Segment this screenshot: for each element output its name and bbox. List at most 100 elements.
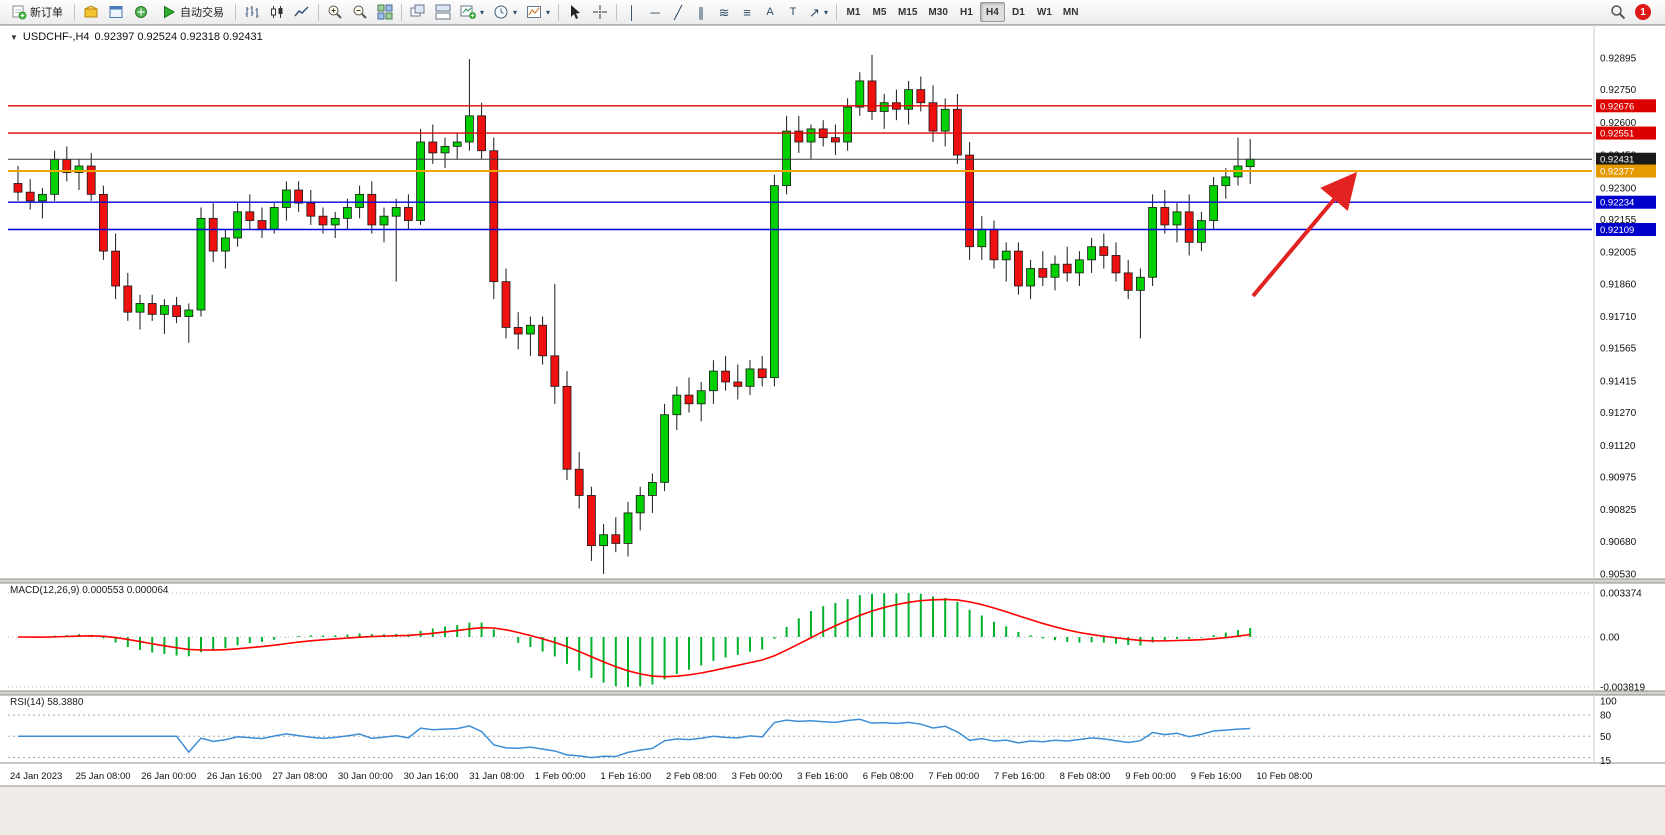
svg-text:0.90530: 0.90530 (1600, 570, 1637, 581)
zoom-in-icon (327, 4, 343, 20)
svg-text:27 Jan 08:00: 27 Jan 08:00 (272, 771, 327, 782)
channel-button[interactable]: ∥ (690, 2, 712, 23)
svg-text:15: 15 (1600, 756, 1612, 767)
svg-text:0.92750: 0.92750 (1600, 85, 1637, 96)
rsi-panel: 100 80 50 15 (8, 697, 1617, 767)
search-icon (1610, 4, 1626, 20)
tile-horizontal-button[interactable] (431, 2, 455, 23)
market-watch-button[interactable] (79, 2, 103, 23)
clock-icon (493, 4, 509, 20)
toolbar-separator (835, 3, 837, 21)
tile-horizontal-icon (435, 4, 451, 20)
trendline-button[interactable]: ╱ (667, 2, 689, 23)
toolbar-separator (74, 3, 75, 21)
timeframe-button-h1[interactable]: H1 (954, 2, 979, 22)
line-chart-type-button[interactable] (290, 2, 314, 23)
svg-text:0.92600: 0.92600 (1600, 118, 1637, 129)
tile-windows-button[interactable] (373, 2, 397, 23)
svg-text:8 Feb 08:00: 8 Feb 08:00 (1060, 771, 1111, 782)
timeframe-button-d1[interactable]: D1 (1006, 2, 1031, 22)
new-order-button[interactable]: 新订单 (4, 2, 70, 23)
rsi-line (18, 718, 1251, 759)
svg-text:30 Jan 16:00: 30 Jan 16:00 (404, 771, 459, 782)
arrows-tool-button[interactable]: ↗ ▾ (805, 2, 832, 23)
svg-text:1 Feb 00:00: 1 Feb 00:00 (535, 771, 586, 782)
trend-arrow[interactable] (1251, 171, 1358, 298)
timeframe-button-m5[interactable]: M5 (867, 2, 892, 22)
dropdown-icon: ▾ (480, 7, 485, 17)
autotrade-button[interactable]: 自动交易 (154, 2, 231, 23)
macd-label: MACD(12,26,9) 0.000553 0.000064 (10, 585, 169, 596)
level-lines[interactable] (8, 105, 1592, 231)
new-chart-button[interactable]: ▾ (456, 2, 488, 23)
svg-text:7 Feb 16:00: 7 Feb 16:00 (994, 771, 1045, 782)
svg-text:0.92300: 0.92300 (1600, 183, 1637, 194)
chart-title-bar: ▼ USDCHF-,H4 0.92397 0.92524 0.92318 0.9… (10, 31, 263, 43)
market-watch-icon (83, 4, 99, 20)
timeframe-button-m30[interactable]: M30 (923, 2, 952, 22)
svg-text:0.92109: 0.92109 (1600, 225, 1634, 236)
cascade-windows-button[interactable] (406, 2, 430, 23)
candlestick-icon (269, 4, 283, 20)
svg-text:0.92005: 0.92005 (1600, 248, 1637, 259)
symbol-timeframe-label: USDCHF-,H4 (22, 31, 90, 43)
crosshair-button[interactable] (588, 2, 612, 23)
notification-badge[interactable]: 1 (1635, 4, 1651, 20)
vertical-line-icon: │ (627, 4, 637, 20)
toolbar-separator (401, 3, 402, 21)
timeframe-button-h4[interactable]: H4 (979, 2, 1005, 22)
svg-text:7 Feb 00:00: 7 Feb 00:00 (928, 771, 979, 782)
bar-chart-type-button[interactable] (240, 2, 264, 23)
period-button[interactable]: ▾ (489, 2, 521, 23)
horizontal-levels-button[interactable]: ≡ (736, 2, 758, 23)
timeframe-button-w1[interactable]: W1 (1032, 2, 1057, 22)
timeframe-group: M1 M5 M15 M30 H1 H4 D1 W1 MN (841, 2, 1083, 22)
bar-chart-icon (244, 4, 260, 20)
new-order-icon (11, 4, 27, 20)
toolbar-separator (558, 3, 560, 21)
svg-text:0.92676: 0.92676 (1600, 101, 1634, 112)
text-tool-button[interactable]: A (759, 2, 781, 23)
candlestick-type-button[interactable] (265, 2, 289, 23)
toolbar: 新订单 自动交易 ▾ ▾ (0, 0, 1665, 25)
navigator-button[interactable] (129, 2, 153, 23)
candlestick-series (13, 54, 1255, 574)
svg-text:-0.003819: -0.003819 (1600, 683, 1645, 694)
svg-text:0.92234: 0.92234 (1600, 198, 1634, 209)
cursor-icon (571, 5, 581, 19)
timeframe-button-m15[interactable]: M15 (893, 2, 922, 22)
svg-text:6 Feb 08:00: 6 Feb 08:00 (863, 771, 914, 782)
fibonacci-button[interactable]: ≋ (713, 2, 735, 23)
trendline-icon: ╱ (674, 4, 682, 20)
zoom-in-button[interactable] (323, 2, 347, 23)
svg-text:3 Feb 00:00: 3 Feb 00:00 (732, 771, 783, 782)
time-axis[interactable]: 24 Jan 2023 25 Jan 08:00 26 Jan 00:00 26 Ja… (10, 771, 1312, 782)
text-label-button[interactable]: T (782, 2, 804, 23)
data-window-icon (108, 4, 124, 20)
svg-text:0.91565: 0.91565 (1600, 344, 1637, 355)
data-window-button[interactable] (104, 2, 128, 23)
zoom-out-button[interactable] (348, 2, 372, 23)
svg-text:50: 50 (1600, 732, 1612, 743)
collapse-icon[interactable]: ▼ (10, 32, 18, 42)
rsi-label: RSI(14) 58.3880 (10, 697, 84, 708)
svg-text:25 Jan 08:00: 25 Jan 08:00 (76, 771, 131, 782)
vertical-line-button[interactable]: │ (621, 2, 643, 23)
svg-text:0.92431: 0.92431 (1600, 155, 1634, 166)
svg-text:0.00: 0.00 (1600, 633, 1620, 644)
search-button[interactable] (1606, 2, 1630, 23)
timeframe-button-m1[interactable]: M1 (841, 2, 866, 22)
svg-text:80: 80 (1600, 711, 1612, 722)
cursor-button[interactable] (563, 2, 587, 23)
line-chart-icon (294, 4, 310, 20)
svg-text:0.91710: 0.91710 (1600, 312, 1637, 323)
autotrade-label: 自动交易 (180, 7, 224, 19)
horizontal-line-button[interactable]: ─ (644, 2, 666, 23)
timeframe-button-mn[interactable]: MN (1058, 2, 1084, 22)
macd-signal-line (17, 598, 1251, 678)
template-button[interactable]: ▾ (522, 2, 554, 23)
svg-text:0.91415: 0.91415 (1600, 376, 1637, 387)
svg-text:0.91860: 0.91860 (1600, 279, 1637, 290)
